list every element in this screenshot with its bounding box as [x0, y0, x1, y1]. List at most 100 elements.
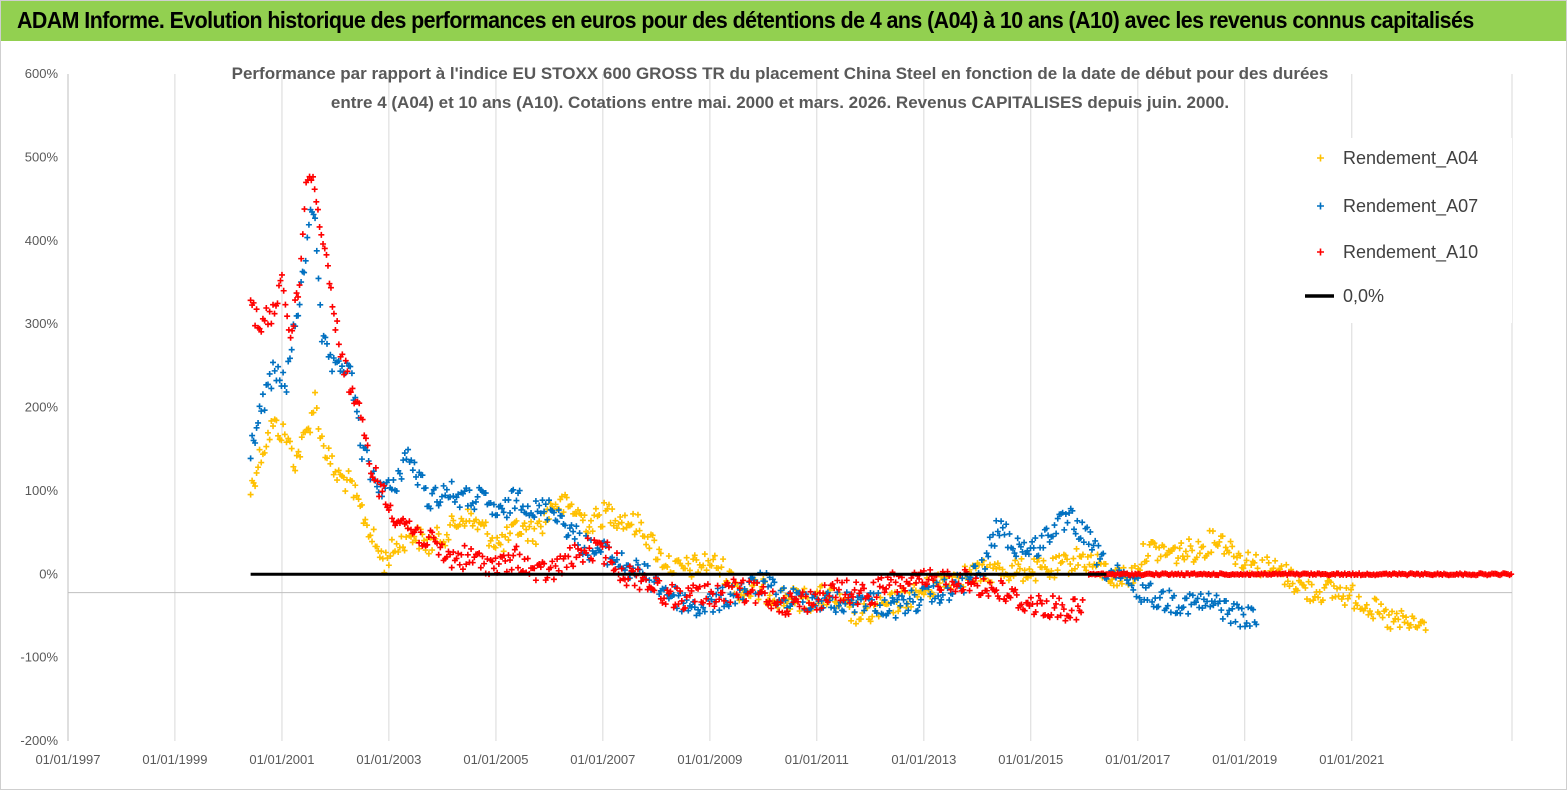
data-point: [1071, 526, 1078, 533]
data-point: [296, 282, 303, 289]
data-point: [1070, 555, 1077, 562]
data-point: [1219, 533, 1226, 540]
y-tick-label: 300%: [25, 316, 59, 331]
data-point: [657, 550, 664, 557]
data-point: [862, 603, 869, 610]
data-point: [1272, 557, 1279, 564]
data-point: [908, 603, 915, 610]
data-point: [1346, 592, 1353, 599]
data-point: [1006, 530, 1013, 537]
data-point: [270, 423, 277, 430]
data-point: [704, 581, 711, 588]
data-point: [534, 508, 541, 515]
data-point: [842, 600, 849, 607]
data-point: [1018, 601, 1025, 608]
data-point: [531, 565, 538, 572]
data-point: [609, 554, 616, 561]
data-point: [352, 482, 359, 489]
data-point: [376, 493, 383, 500]
data-point: [886, 607, 893, 614]
data-point: [1406, 624, 1413, 631]
data-point: [324, 262, 331, 269]
data-point: [1207, 603, 1214, 610]
x-tick-label: 01/01/2001: [249, 752, 314, 767]
data-point: [469, 559, 476, 566]
data-point: [1376, 610, 1383, 617]
data-point: [609, 559, 616, 566]
data-point: [1128, 582, 1135, 589]
report-banner: ADAM Informe. Evolution historique des p…: [1, 1, 1566, 41]
data-point: [370, 526, 377, 533]
data-point: [1344, 595, 1351, 602]
data-point: [876, 602, 883, 609]
data-point: [1243, 620, 1250, 627]
data-point: [990, 531, 997, 538]
data-point: [412, 537, 419, 544]
data-point: [263, 443, 270, 450]
data-point: [1021, 607, 1028, 614]
data-point: [511, 546, 518, 553]
data-point: [1118, 580, 1125, 587]
data-point: [497, 541, 504, 548]
data-point: [286, 355, 293, 362]
data-point: [869, 613, 876, 620]
data-point: [621, 567, 628, 574]
data-point: [448, 513, 455, 520]
data-point: [1330, 583, 1337, 590]
data-point: [301, 269, 308, 276]
data-point: [794, 598, 801, 605]
data-point: [1303, 596, 1310, 603]
data-point: [323, 251, 330, 258]
data-point: [1407, 621, 1414, 628]
data-point: [1166, 587, 1173, 594]
data-point: [1114, 562, 1121, 569]
data-point: [479, 553, 486, 560]
data-point: [249, 432, 256, 439]
data-point: [484, 556, 491, 563]
legend-label: Rendement_A07: [1343, 196, 1478, 217]
series-rendement-a10: [247, 173, 1515, 624]
data-point: [720, 556, 727, 563]
data-point: [1062, 617, 1069, 624]
data-point: [713, 598, 720, 605]
data-point: [1199, 605, 1206, 612]
data-point: [481, 560, 488, 567]
data-point: [387, 502, 394, 509]
data-point: [1034, 558, 1041, 565]
data-point: [437, 544, 444, 551]
data-point: [985, 553, 992, 560]
data-point: [387, 553, 394, 560]
data-point: [443, 553, 450, 560]
data-point: [1176, 545, 1183, 552]
data-point: [868, 599, 875, 606]
y-tick-label: 400%: [25, 233, 59, 248]
data-point: [481, 522, 488, 529]
data-point: [518, 506, 525, 513]
data-point: [685, 585, 692, 592]
data-point: [342, 488, 349, 495]
data-point: [1164, 602, 1171, 609]
data-point: [270, 301, 277, 308]
data-point: [425, 550, 432, 557]
data-point: [1396, 624, 1403, 631]
legend-label: Rendement_A10: [1343, 242, 1478, 263]
data-point: [693, 556, 700, 563]
data-point: [448, 564, 455, 571]
data-point: [390, 476, 397, 483]
data-point: [818, 605, 825, 612]
data-point: [628, 521, 635, 528]
data-point: [247, 491, 254, 498]
data-point: [382, 549, 389, 556]
performance-chart: 600% 500% 400% 300% 200% 100% 0% -100% -200% 01/…: [20, 64, 1515, 767]
data-point: [908, 587, 915, 594]
data-point: [706, 600, 713, 607]
data-point: [752, 600, 759, 607]
data-point: [589, 528, 596, 535]
data-point: [318, 338, 325, 345]
data-point: [1040, 557, 1047, 564]
data-point: [1233, 554, 1240, 561]
data-point: [746, 578, 753, 585]
x-tick-label: 01/01/2003: [356, 752, 421, 767]
data-point: [518, 531, 525, 538]
data-point: [414, 524, 421, 531]
